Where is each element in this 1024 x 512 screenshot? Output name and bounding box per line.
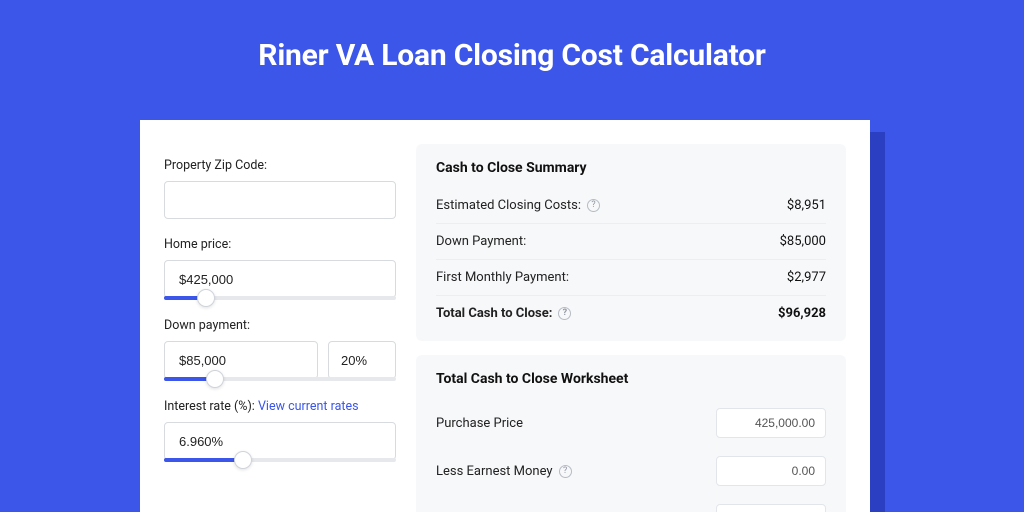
down-payment-label: Down payment: — [164, 318, 396, 333]
summary-total-label: Total Cash to Close: ? — [436, 306, 571, 321]
summary-row-label-text: First Monthly Payment: — [436, 270, 569, 285]
zip-input[interactable] — [164, 181, 396, 219]
home-price-label: Home price: — [164, 237, 396, 252]
worksheet-row: Less Earnest Money? — [436, 447, 826, 495]
interest-label: Interest rate (%): View current rates — [164, 399, 396, 414]
help-icon[interactable]: ? — [587, 199, 600, 212]
summary-row-label-text: Estimated Closing Costs: — [436, 198, 581, 213]
down-payment-pct-input[interactable] — [328, 341, 396, 379]
summary-row: Down Payment: $85,000 — [436, 223, 826, 259]
worksheet-row: Purchase Price — [436, 399, 826, 447]
down-payment-input[interactable] — [164, 341, 318, 379]
help-icon[interactable]: ? — [559, 465, 572, 478]
summary-row-value: $8,951 — [787, 198, 826, 213]
worksheet-title: Total Cash to Close Worksheet — [436, 371, 826, 387]
slider-thumb[interactable] — [197, 289, 215, 307]
results-column: Cash to Close Summary Estimated Closing … — [416, 144, 846, 512]
worksheet-row-input[interactable] — [716, 408, 826, 438]
summary-row-value: $2,977 — [787, 270, 826, 285]
worksheet-rows: Purchase Price Less Earnest Money? Total M… — [436, 399, 826, 512]
calculator-card: Property Zip Code: Home price: Down paym… — [140, 120, 870, 512]
worksheet-row-label: Purchase Price — [436, 416, 523, 431]
slider-thumb[interactable] — [206, 370, 224, 388]
interest-label-text: Interest rate (%): — [164, 399, 255, 414]
summary-row: Estimated Closing Costs:? $8,951 — [436, 188, 826, 223]
worksheet-row-label: Less Earnest Money? — [436, 464, 572, 479]
down-payment-field: Down payment: — [164, 318, 396, 381]
slider-fill — [164, 458, 243, 462]
summary-row-value: $85,000 — [780, 234, 826, 249]
summary-row: First Monthly Payment: $2,977 — [436, 259, 826, 295]
interest-field: Interest rate (%): View current rates — [164, 399, 396, 462]
summary-total-row: Total Cash to Close: ? $96,928 — [436, 295, 826, 331]
zip-label: Property Zip Code: — [164, 158, 396, 173]
inputs-column: Property Zip Code: Home price: Down paym… — [164, 144, 396, 512]
page-title: Riner VA Loan Closing Cost Calculator — [0, 0, 1024, 101]
summary-panel: Cash to Close Summary Estimated Closing … — [416, 144, 846, 341]
summary-row-label: First Monthly Payment: — [436, 270, 569, 285]
help-icon[interactable]: ? — [558, 307, 571, 320]
slider-track — [164, 377, 396, 381]
slider-track — [164, 296, 396, 300]
summary-total-value: $96,928 — [778, 306, 826, 321]
slider-thumb[interactable] — [234, 451, 252, 469]
view-rates-link[interactable]: View current rates — [258, 399, 359, 414]
summary-title: Cash to Close Summary — [436, 160, 826, 176]
summary-row-label: Estimated Closing Costs:? — [436, 198, 600, 213]
worksheet-row-input[interactable] — [716, 504, 826, 512]
worksheet-panel: Total Cash to Close Worksheet Purchase P… — [416, 355, 846, 512]
home-price-slider[interactable] — [164, 296, 396, 300]
down-payment-slider[interactable] — [164, 377, 396, 381]
worksheet-row-label-text: Purchase Price — [436, 416, 523, 431]
interest-input[interactable] — [164, 422, 396, 460]
home-price-field: Home price: — [164, 237, 396, 300]
summary-row-label-text: Down Payment: — [436, 234, 526, 249]
worksheet-row-label-text: Less Earnest Money — [436, 464, 553, 479]
page: Riner VA Loan Closing Cost Calculator Pr… — [0, 0, 1024, 512]
summary-rows: Estimated Closing Costs:? $8,951 Down Paym… — [436, 188, 826, 295]
summary-total-label-text: Total Cash to Close: — [436, 306, 552, 321]
worksheet-row-input[interactable] — [716, 456, 826, 486]
summary-row-label: Down Payment: — [436, 234, 526, 249]
slider-track — [164, 458, 396, 462]
worksheet-row: Total Mortgage Loan Amount — [436, 495, 826, 512]
interest-slider[interactable] — [164, 458, 396, 462]
zip-field: Property Zip Code: — [164, 158, 396, 219]
